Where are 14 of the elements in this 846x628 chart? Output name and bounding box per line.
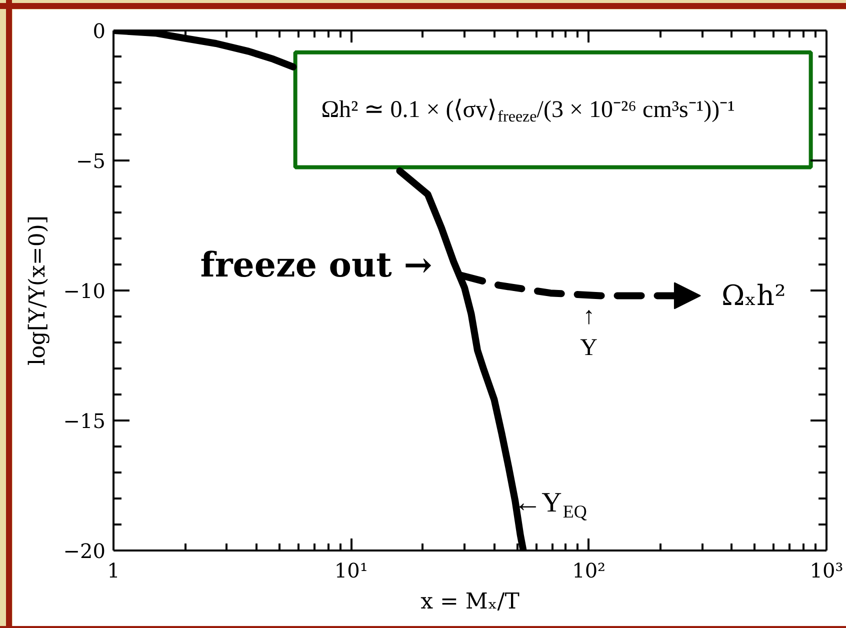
x-tick-label: 10² — [572, 558, 606, 582]
y-tick-label: −20 — [63, 539, 106, 563]
y-tick-label: −15 — [63, 409, 106, 433]
y-tick-label: 0 — [92, 19, 106, 43]
x-tick-label: 1 — [107, 558, 120, 582]
y-tick-label: −10 — [63, 279, 106, 303]
annotation: freeze out → — [200, 246, 432, 286]
x-axis-title: x = Mₓ/T — [420, 590, 520, 614]
x-tick-label: 10¹ — [334, 558, 368, 582]
y-axis-title: log[Y/Y(x=0)] — [25, 215, 50, 366]
x-tick-label: 10³ — [810, 558, 844, 582]
y-tick-label: −5 — [76, 149, 106, 173]
annotation: ↑ Y — [580, 304, 598, 361]
annotation: Ωₓh² — [721, 279, 786, 312]
